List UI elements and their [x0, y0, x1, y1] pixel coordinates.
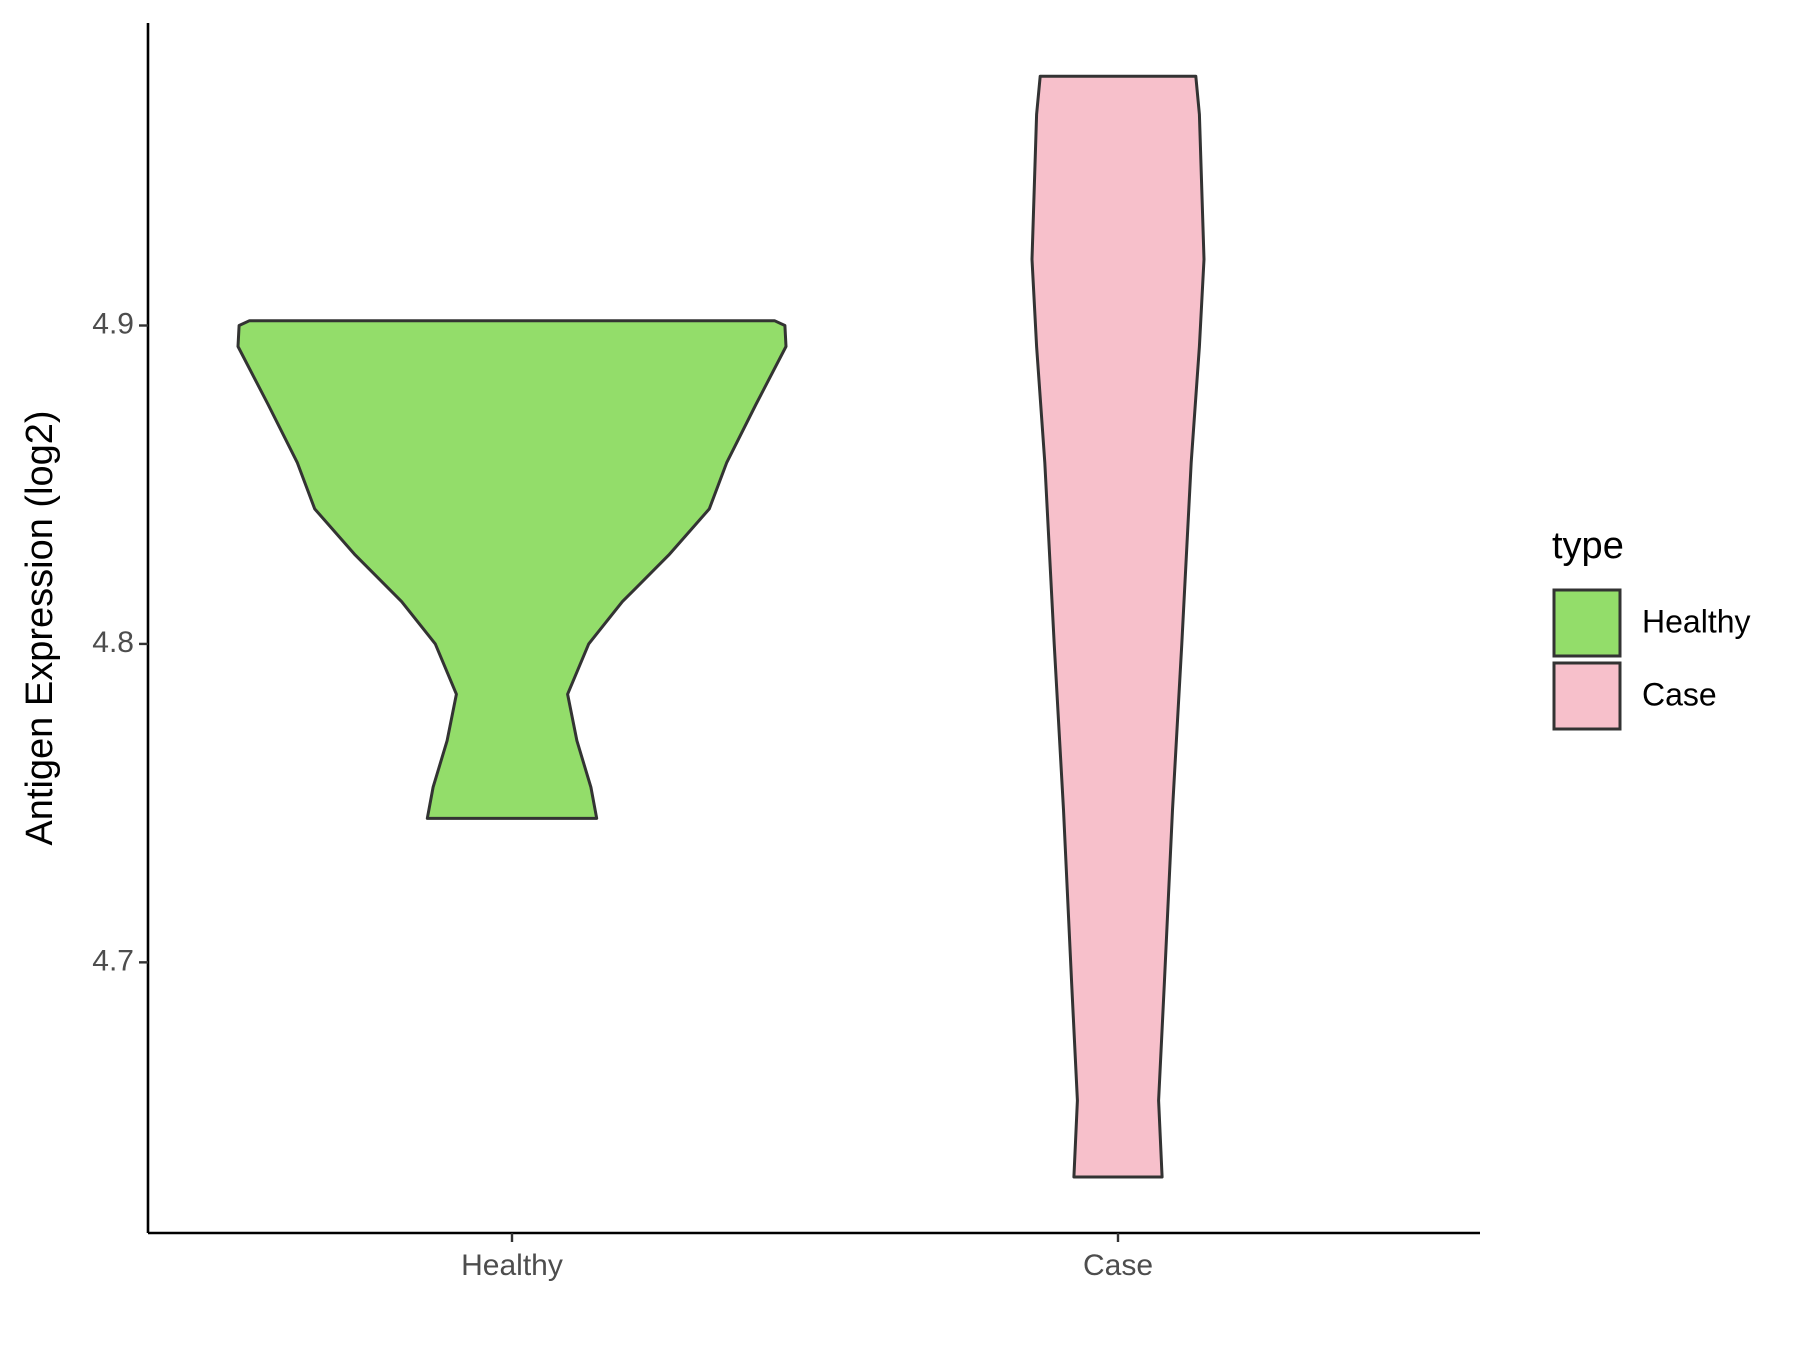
x-tick-label: Case [1083, 1249, 1153, 1282]
y-tick-label: 4.7 [92, 944, 134, 977]
legend-swatch [1552, 661, 1622, 731]
violin [1030, 74, 1206, 1179]
legend-swatch [1552, 588, 1622, 658]
legend-title: type [1552, 525, 1624, 567]
violin [236, 319, 788, 820]
y-axis-title: Antigen Expression (log2) [19, 410, 61, 845]
x-tick-label: Healthy [461, 1249, 563, 1282]
y-tick-label: 4.8 [92, 626, 134, 659]
y-tick-label: 4.9 [92, 307, 134, 340]
legend-label: Healthy [1642, 603, 1751, 639]
legend-label: Case [1642, 676, 1717, 712]
